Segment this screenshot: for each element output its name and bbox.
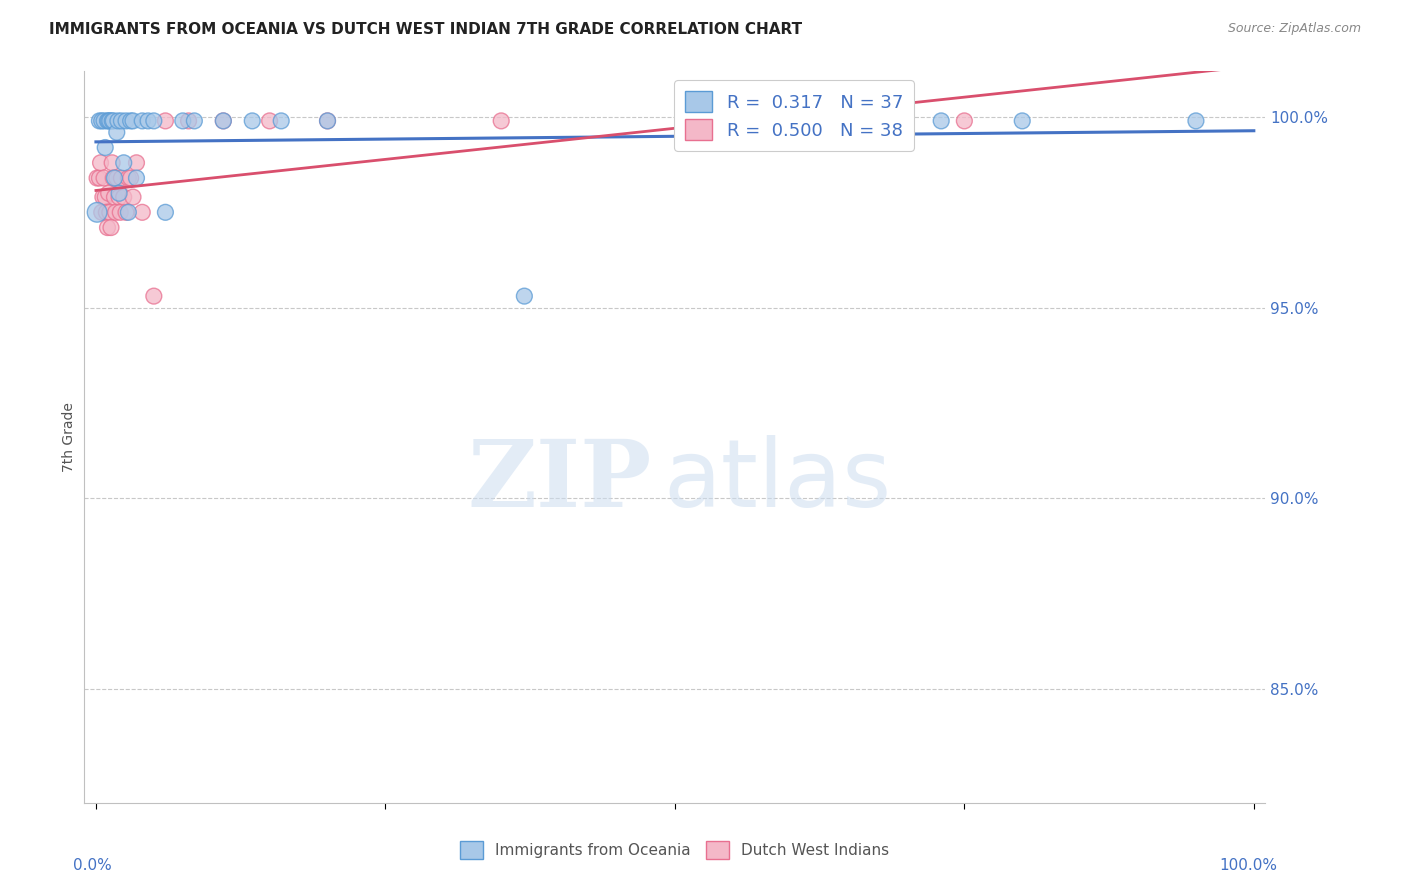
Legend: Immigrants from Oceania, Dutch West Indians: Immigrants from Oceania, Dutch West Indi… <box>454 835 896 864</box>
Point <box>1185 114 1208 128</box>
Point <box>117 205 139 219</box>
Point <box>96 114 118 128</box>
Point <box>96 220 118 235</box>
Point <box>125 171 148 186</box>
Point <box>212 114 235 128</box>
Text: 100.0%: 100.0% <box>1219 858 1277 872</box>
Point <box>316 114 339 128</box>
Point <box>90 156 112 170</box>
Point <box>117 171 139 186</box>
Point <box>259 114 281 128</box>
Point <box>136 114 159 128</box>
Point <box>103 171 125 186</box>
Point <box>489 114 512 128</box>
Point <box>115 114 138 128</box>
Point <box>93 171 115 186</box>
Point <box>112 156 135 170</box>
Point <box>183 114 205 128</box>
Point <box>103 190 125 204</box>
Text: IMMIGRANTS FROM OCEANIA VS DUTCH WEST INDIAN 7TH GRADE CORRELATION CHART: IMMIGRANTS FROM OCEANIA VS DUTCH WEST IN… <box>49 22 803 37</box>
Point <box>122 114 145 128</box>
Point <box>270 114 292 128</box>
Point <box>155 205 177 219</box>
Text: Source: ZipAtlas.com: Source: ZipAtlas.com <box>1227 22 1361 36</box>
Text: 0.0%: 0.0% <box>73 858 111 872</box>
Point <box>112 190 135 204</box>
Point <box>90 114 112 128</box>
Point <box>131 114 153 128</box>
Point <box>122 190 145 204</box>
Text: atlas: atlas <box>664 435 891 527</box>
Text: ZIP: ZIP <box>467 436 651 526</box>
Point <box>872 114 894 128</box>
Point <box>91 190 114 204</box>
Point <box>110 114 132 128</box>
Point <box>513 289 536 303</box>
Point <box>105 171 128 186</box>
Point <box>94 190 117 204</box>
Point <box>103 171 125 186</box>
Point <box>93 114 115 128</box>
Point <box>155 114 177 128</box>
Point <box>103 114 125 128</box>
Point <box>110 171 132 186</box>
Point <box>240 114 263 128</box>
Point <box>125 156 148 170</box>
Point <box>98 114 121 128</box>
Y-axis label: 7th Grade: 7th Grade <box>62 402 76 472</box>
Point <box>1011 114 1033 128</box>
Point <box>929 114 952 128</box>
Point <box>107 114 129 128</box>
Point <box>953 114 976 128</box>
Point <box>104 205 127 219</box>
Point <box>86 205 108 219</box>
Point <box>110 205 132 219</box>
Point <box>316 114 339 128</box>
Point <box>803 114 825 128</box>
Point <box>86 171 108 186</box>
Point <box>105 125 128 139</box>
Point <box>97 186 120 201</box>
Point <box>721 114 744 128</box>
Point <box>101 114 124 128</box>
Point <box>89 114 111 128</box>
Point <box>142 289 165 303</box>
Point <box>100 220 122 235</box>
Point <box>98 205 121 219</box>
Point <box>872 114 894 128</box>
Point <box>120 114 142 128</box>
Point <box>212 114 235 128</box>
Point <box>733 114 755 128</box>
Point <box>142 114 165 128</box>
Point <box>177 114 200 128</box>
Point <box>97 114 120 128</box>
Point <box>172 114 194 128</box>
Point <box>108 186 131 201</box>
Point <box>94 140 117 154</box>
Point <box>101 156 124 170</box>
Point <box>115 205 138 219</box>
Point <box>131 205 153 219</box>
Point <box>89 171 111 186</box>
Point <box>90 205 112 219</box>
Point <box>120 171 142 186</box>
Point <box>108 190 131 204</box>
Point <box>96 205 118 219</box>
